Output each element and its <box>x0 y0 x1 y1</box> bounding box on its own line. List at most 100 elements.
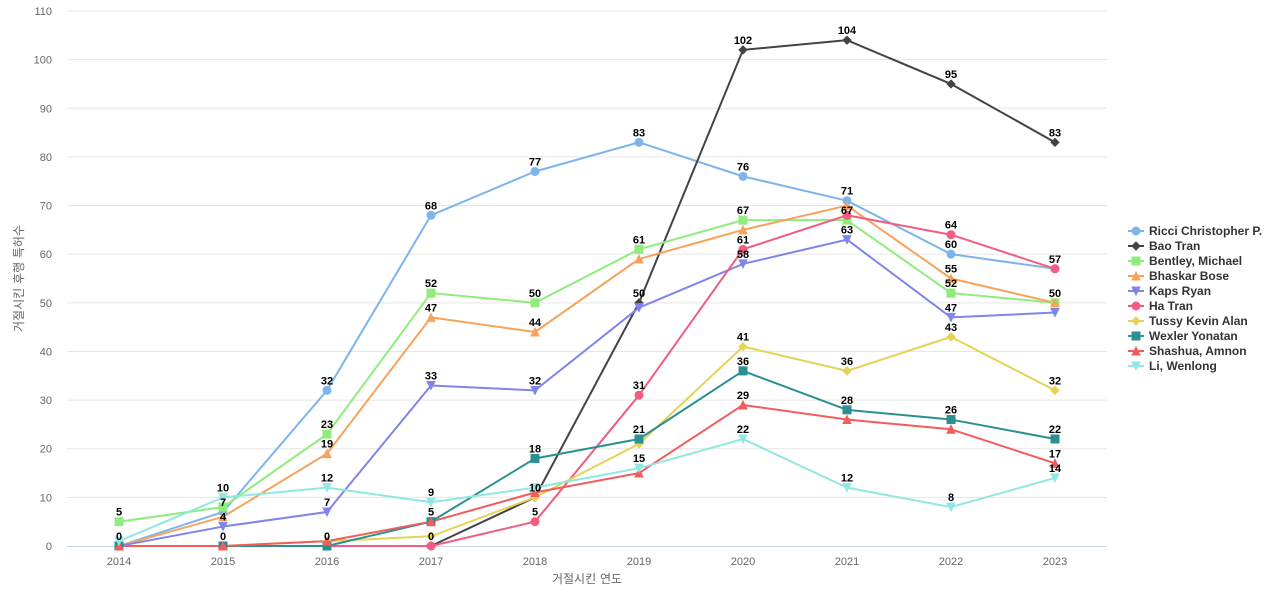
series-0-point <box>322 385 332 395</box>
data-label: 26 <box>945 405 957 417</box>
series-markers <box>114 35 1060 552</box>
legend-item[interactable]: Tussy Kevin Alan <box>1128 314 1248 328</box>
data-label: 36 <box>737 356 749 368</box>
data-label: 29 <box>737 390 749 402</box>
series-4-point <box>530 385 540 396</box>
series-5-point <box>842 210 852 220</box>
series-8-point <box>426 516 436 527</box>
series-4-point <box>218 522 228 532</box>
series-3-point <box>530 326 540 337</box>
legend-marker <box>1131 256 1141 266</box>
y-axis-ticks: 0 10 20 30 40 50 60 70 80 90 100 110 <box>34 6 52 553</box>
series-4-point <box>946 312 956 323</box>
legend-marker <box>1131 226 1141 236</box>
series-3-point <box>322 448 332 459</box>
series-0-point <box>634 137 644 147</box>
data-label: 5 <box>116 507 122 519</box>
data-label: 7 <box>324 497 330 509</box>
series-4-point <box>738 259 748 270</box>
gridlines <box>67 10 1107 498</box>
series-7-point <box>946 415 956 425</box>
data-label: 7 <box>220 497 226 509</box>
data-label: 50 <box>633 288 645 300</box>
series-3-point <box>946 273 956 283</box>
series-9-point <box>842 483 852 493</box>
data-label: 102 <box>734 35 752 47</box>
legend-marker <box>1131 345 1141 356</box>
y-tick-label: 90 <box>40 103 52 115</box>
series-7-point <box>842 405 852 415</box>
series-line-6 <box>119 335 1056 547</box>
data-label: 71 <box>841 186 853 198</box>
legend-item[interactable]: Li, Wenlong <box>1128 359 1217 373</box>
series-line-0 <box>118 141 1056 547</box>
series-4-point <box>1050 308 1060 318</box>
series-0-point <box>738 171 748 181</box>
data-label: 10 <box>529 482 541 494</box>
series-lines <box>118 39 1056 547</box>
y-tick-label: 80 <box>40 152 52 164</box>
series-9-point <box>738 434 748 445</box>
y-axis-title: 거절시킨 후행 특허수 <box>11 225 26 332</box>
data-label: 22 <box>737 424 749 436</box>
series-6-point <box>842 366 852 376</box>
series-6-point <box>1050 385 1060 396</box>
data-label: 61 <box>737 234 749 246</box>
data-label: 17 <box>1049 448 1061 460</box>
series-2-point <box>322 429 332 439</box>
legend-label: Bentley, Michael <box>1149 254 1242 268</box>
series-5-point <box>426 541 436 551</box>
legend-item[interactable]: Shashua, Amnon <box>1128 344 1247 358</box>
legend-item[interactable]: Wexler Yonatan <box>1128 329 1238 343</box>
series-9-point <box>114 536 124 547</box>
data-label: 63 <box>841 225 853 237</box>
data-label: 12 <box>841 473 853 485</box>
x-axis-title: 거절시킨 연도 <box>552 572 622 586</box>
data-label: 32 <box>529 375 541 387</box>
legend-item[interactable]: Bentley, Michael <box>1128 254 1242 268</box>
data-label: 47 <box>945 302 957 314</box>
series-0-point <box>426 210 436 220</box>
data-label: 23 <box>321 419 333 431</box>
legend-item[interactable]: Bhaskar Bose <box>1128 269 1229 283</box>
data-label: 18 <box>529 443 541 455</box>
series-3-point <box>634 253 644 264</box>
series-2-point <box>114 517 124 527</box>
x-tick-label: 2015 <box>211 556 235 568</box>
data-label: 76 <box>737 161 749 173</box>
legend-label: Bhaskar Bose <box>1149 269 1229 283</box>
x-tick-label: 2014 <box>107 556 131 568</box>
series-line-5 <box>119 214 1056 547</box>
data-label: 52 <box>425 278 437 290</box>
series-8-point <box>738 399 748 410</box>
data-label: 50 <box>1049 288 1061 300</box>
data-label: 5 <box>428 507 434 519</box>
series-7-point <box>738 366 748 376</box>
data-label: 55 <box>945 264 957 276</box>
series-8-point <box>322 536 332 546</box>
series-1-point <box>946 79 956 89</box>
series-5-point <box>634 390 644 400</box>
data-label: 0 <box>428 531 434 543</box>
y-tick-label: 70 <box>40 201 52 213</box>
legend-item[interactable]: Ha Tran <box>1128 299 1193 313</box>
series-1-point <box>738 45 748 55</box>
legend-marker <box>1131 331 1141 341</box>
legend-label: Wexler Yonatan <box>1149 329 1238 343</box>
data-label: 32 <box>1049 375 1061 387</box>
data-label: 61 <box>633 234 645 246</box>
legend-item[interactable]: Kaps Ryan <box>1128 284 1211 298</box>
series-6-point <box>426 531 436 541</box>
legend-label: Bao Tran <box>1149 239 1200 253</box>
x-tick-label: 2021 <box>835 556 859 568</box>
data-label: 15 <box>633 453 645 465</box>
data-label: 95 <box>945 69 957 81</box>
data-label: 31 <box>633 380 645 392</box>
legend-item[interactable]: Ricci Christopher P. <box>1128 224 1262 238</box>
legend-label: Tussy Kevin Alan <box>1149 314 1248 328</box>
legend-item[interactable]: Bao Tran <box>1128 239 1200 253</box>
x-axis-ticks: 2014 2015 2016 2017 2018 2019 2020 2021 2022 2023 <box>107 556 1067 568</box>
data-label: 0 <box>324 531 330 543</box>
x-tick-label: 2022 <box>939 556 963 568</box>
